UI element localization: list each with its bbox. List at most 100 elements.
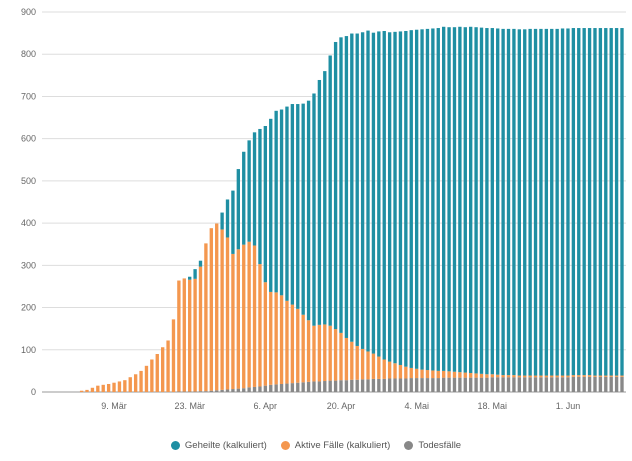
- bar-segment-todesfaelle: [604, 376, 608, 392]
- bar-segment-geheilte: [614, 28, 619, 376]
- bar-segment-geheilte: [242, 151, 246, 245]
- bar-segment-todesfaelle: [506, 377, 511, 392]
- y-tick-label: 300: [21, 260, 36, 270]
- bar-segment-todesfaelle: [198, 391, 203, 392]
- bar-segment-aktive-faelle: [188, 279, 192, 392]
- bar-segment-aktive-faelle: [90, 387, 95, 392]
- bar-segment-todesfaelle: [285, 383, 289, 392]
- bar-segment-aktive-faelle: [290, 304, 295, 384]
- bar-segment-todesfaelle: [555, 377, 559, 392]
- bar-segment-aktive-faelle: [377, 356, 381, 379]
- bar-segment-geheilte: [247, 140, 251, 242]
- bar-segment-geheilte: [355, 33, 359, 346]
- legend-label: Geheilte (kalkuliert): [184, 440, 267, 451]
- y-tick-label: 100: [21, 345, 36, 355]
- legend-item-geheilte[interactable]: Geheilte (kalkuliert): [170, 440, 267, 451]
- bar-segment-geheilte: [188, 276, 192, 280]
- legend-label: Aktive Fälle (kalkuliert): [294, 440, 391, 451]
- bar-segment-aktive-faelle: [609, 375, 613, 377]
- bar-segment-aktive-faelle: [539, 375, 543, 378]
- bar-segment-geheilte: [620, 28, 624, 376]
- bar-segment-todesfaelle: [566, 377, 570, 392]
- bar-segment-geheilte: [333, 41, 338, 330]
- bar-segment-geheilte: [231, 190, 235, 254]
- bar-segment-todesfaelle: [593, 376, 597, 392]
- bar-segment-todesfaelle: [458, 377, 462, 392]
- bar-segment-aktive-faelle: [420, 369, 424, 379]
- bar-segment-geheilte: [517, 29, 521, 376]
- bar-segment-geheilte: [490, 28, 494, 375]
- bar-segment-aktive-faelle: [382, 359, 386, 379]
- bar-segment-aktive-faelle: [144, 365, 149, 392]
- bar-segment-aktive-faelle: [171, 319, 176, 392]
- bar-segment-aktive-faelle: [269, 291, 273, 385]
- bar-segment-todesfaelle: [442, 377, 446, 392]
- bar-segment-aktive-faelle: [496, 374, 500, 378]
- bar-segment-todesfaelle: [560, 377, 565, 392]
- bar-segment-geheilte: [571, 28, 576, 376]
- bar-segment-geheilte: [366, 30, 370, 352]
- bar-segment-aktive-faelle: [166, 340, 170, 392]
- bar-segment-todesfaelle: [333, 380, 338, 392]
- bar-segment-todesfaelle: [409, 378, 413, 392]
- bar-segment-aktive-faelle: [404, 366, 408, 379]
- bar-segment-aktive-faelle: [285, 300, 289, 384]
- bar-segment-aktive-faelle: [231, 253, 235, 390]
- bar-segment-aktive-faelle: [485, 374, 489, 378]
- bar-segment-aktive-faelle: [242, 244, 246, 389]
- bar-segment-aktive-faelle: [560, 375, 565, 378]
- bar-segment-todesfaelle: [436, 378, 440, 392]
- bar-segment-todesfaelle: [301, 382, 305, 392]
- bar-segment-aktive-faelle: [431, 370, 435, 379]
- bar-segment-todesfaelle: [236, 388, 240, 392]
- bar-segment-geheilte: [512, 28, 516, 376]
- bar-segment-geheilte: [387, 32, 392, 362]
- bar-segment-todesfaelle: [404, 378, 408, 392]
- bar-segment-todesfaelle: [582, 376, 586, 392]
- bar-segment-aktive-faelle: [463, 372, 467, 378]
- legend-item-todesfaelle[interactable]: Todesfälle: [404, 440, 461, 451]
- bar-segment-geheilte: [371, 32, 376, 354]
- bar-segment-geheilte: [550, 28, 554, 376]
- bar-segment-aktive-faelle: [442, 370, 446, 378]
- bar-segment-aktive-faelle: [317, 324, 322, 382]
- bar-segment-todesfaelle: [231, 389, 235, 392]
- bar-segment-aktive-faelle: [85, 389, 89, 392]
- bar-segment-aktive-faelle: [550, 375, 554, 378]
- bar-segment-aktive-faelle: [274, 292, 278, 385]
- bar-segment-todesfaelle: [242, 388, 246, 392]
- bar-segment-geheilte: [496, 28, 500, 375]
- bar-segment-todesfaelle: [512, 377, 516, 392]
- bar-segment-aktive-faelle: [425, 370, 430, 379]
- bar-segment-todesfaelle: [420, 378, 424, 392]
- bar-segment-geheilte: [539, 28, 543, 376]
- bar-segment-aktive-faelle: [409, 367, 413, 379]
- legend-item-aktive-faelle[interactable]: Aktive Fälle (kalkuliert): [280, 440, 391, 451]
- bar-segment-aktive-faelle: [198, 266, 203, 392]
- bar-segment-geheilte: [296, 104, 300, 309]
- y-tick-label: 200: [21, 303, 36, 313]
- legend: Geheilte (kalkuliert) Aktive Fälle (kalk…: [0, 440, 632, 451]
- bar-segment-geheilte: [220, 212, 224, 230]
- bar-segment-todesfaelle: [571, 376, 576, 392]
- bar-segment-geheilte: [236, 169, 240, 250]
- bar-segment-geheilte: [285, 106, 289, 301]
- bar-segment-todesfaelle: [474, 377, 478, 392]
- bar-segment-todesfaelle: [425, 378, 430, 392]
- bar-segment-geheilte: [306, 100, 311, 321]
- bar-segment-geheilte: [577, 28, 581, 376]
- bar-segment-todesfaelle: [528, 377, 532, 392]
- bar-segment-geheilte: [360, 32, 365, 349]
- bar-segment-aktive-faelle: [296, 308, 300, 383]
- bar-segment-geheilte: [506, 28, 511, 376]
- bar-segment-geheilte: [528, 28, 532, 376]
- bar-segment-geheilte: [312, 93, 316, 326]
- bar-segment-aktive-faelle: [587, 375, 592, 377]
- bar-segment-aktive-faelle: [387, 361, 392, 379]
- bar-segment-aktive-faelle: [133, 374, 138, 392]
- bar-segment-aktive-faelle: [528, 375, 532, 378]
- bar-segment-aktive-faelle: [577, 375, 581, 377]
- bar-segment-todesfaelle: [496, 377, 500, 392]
- legend-label: Todesfälle: [418, 440, 462, 451]
